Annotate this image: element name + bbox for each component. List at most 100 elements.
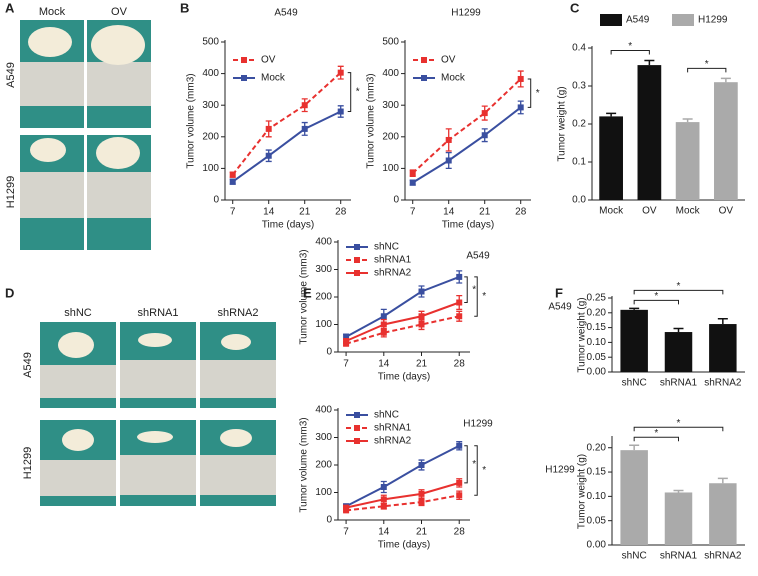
y-tick-label: 0.25: [587, 293, 607, 304]
ruler: [20, 62, 84, 106]
annotation: *: [654, 291, 658, 302]
x-axis-label: Time (days): [378, 372, 430, 383]
y-tick-label: 0.00: [587, 540, 607, 551]
y-tick-label: 0.10: [587, 491, 607, 502]
legend-marker: [354, 257, 360, 263]
tumor: [62, 429, 94, 451]
bar: [714, 82, 738, 200]
data-point: [380, 496, 387, 503]
data-point: [445, 136, 452, 143]
y-tick-label: 100: [382, 163, 399, 174]
y-tick-label: 400: [315, 405, 332, 416]
legend-marker: [241, 57, 247, 63]
y-tick-label: 0.2: [572, 119, 586, 130]
tumor: [30, 138, 66, 162]
row-label: H1299: [22, 447, 34, 479]
data-point: [380, 503, 387, 510]
x-tick-label: 7: [230, 207, 236, 218]
legend-swatch: [600, 14, 622, 26]
x-tick-label: 14: [378, 527, 390, 538]
tumor: [138, 333, 172, 347]
x-tick-label: 14: [378, 359, 390, 370]
x-tick-label: Mock: [599, 206, 624, 217]
x-tick-label: 21: [299, 207, 311, 218]
x-tick-label: 14: [263, 207, 275, 218]
bar: [709, 483, 737, 545]
tumor: [58, 332, 94, 358]
y-tick-label: 400: [202, 68, 219, 79]
ruler: [120, 455, 196, 495]
annotation: *: [482, 465, 486, 476]
y-axis-label: Tumor volume (mm3): [186, 73, 197, 168]
x-axis-label: Time (days): [442, 220, 494, 231]
data-point: [517, 75, 524, 82]
data-point: [343, 338, 350, 344]
y-tick-label: 0: [326, 515, 332, 526]
annotation: *: [472, 459, 476, 470]
x-tick-label: 21: [416, 527, 428, 538]
bar: [709, 324, 737, 372]
photo-grid: Mock OV A549 H1299: [5, 6, 151, 250]
y-tick-label: 0.05: [587, 352, 607, 363]
photo-grid: shNC shRNA1 shRNA2 A549 H1299: [22, 307, 276, 506]
x-tick-label: 21: [479, 207, 491, 218]
x-tick-label: OV: [719, 206, 734, 217]
data-point: [265, 125, 272, 132]
y-tick-label: 200: [315, 292, 332, 303]
bar: [620, 309, 648, 372]
y-tick-label: 0.1: [572, 157, 586, 168]
data-point: [265, 152, 272, 159]
column-label: shRNA2: [218, 307, 259, 319]
ruler: [20, 172, 84, 218]
data-point: [380, 329, 387, 336]
annotation: *: [705, 59, 709, 70]
y-tick-label: 300: [315, 264, 332, 275]
y-tick-label: 100: [315, 487, 332, 498]
y-tick-label: 200: [202, 131, 219, 142]
legend-label: Mock: [261, 73, 286, 84]
column-label: OV: [111, 6, 128, 18]
significance-bracket: [610, 50, 650, 55]
data-point: [301, 125, 308, 132]
data-point: [337, 69, 344, 76]
series-line: [345, 444, 460, 508]
data-point: [418, 499, 425, 506]
y-tick-label: 0: [213, 195, 219, 206]
error-bar: [673, 327, 684, 333]
y-tick-label: 100: [315, 319, 332, 330]
x-tick-label: Mock: [676, 206, 701, 217]
error-bar: [717, 317, 728, 325]
chart-title: A549: [466, 251, 490, 262]
data-point: [343, 333, 350, 340]
y-tick-label: 500: [202, 37, 219, 48]
panel-letter: D: [5, 285, 14, 300]
tumor: [220, 429, 252, 447]
bar: [599, 116, 623, 200]
panel-letter: C: [570, 0, 580, 15]
data-point: [456, 313, 463, 320]
y-axis-label: Tumor volume (mm3): [366, 73, 377, 168]
y-tick-label: 0.10: [587, 337, 607, 348]
column-label: shRNA1: [138, 307, 179, 319]
x-tick-label: shNC: [622, 551, 647, 562]
y-tick-label: 0.15: [587, 322, 607, 333]
tumor: [137, 431, 173, 443]
y-tick-label: 0: [326, 347, 332, 358]
significance-bracket: [687, 67, 727, 73]
legend-marker: [421, 57, 427, 63]
data-point: [481, 110, 488, 117]
chart-title: A549: [274, 8, 298, 19]
data-point: [409, 179, 416, 186]
tumor: [221, 334, 251, 350]
data-point: [456, 273, 463, 280]
data-point: [418, 462, 425, 468]
y-tick-label: 0: [393, 195, 399, 206]
data-point: [456, 299, 463, 306]
y-tick-label: 0.20: [587, 442, 607, 453]
bar: [637, 65, 662, 200]
legend-label: OV: [261, 55, 276, 66]
y-tick-label: 300: [382, 100, 399, 111]
significance-bracket: [474, 276, 478, 317]
y-tick-label: 300: [315, 432, 332, 443]
